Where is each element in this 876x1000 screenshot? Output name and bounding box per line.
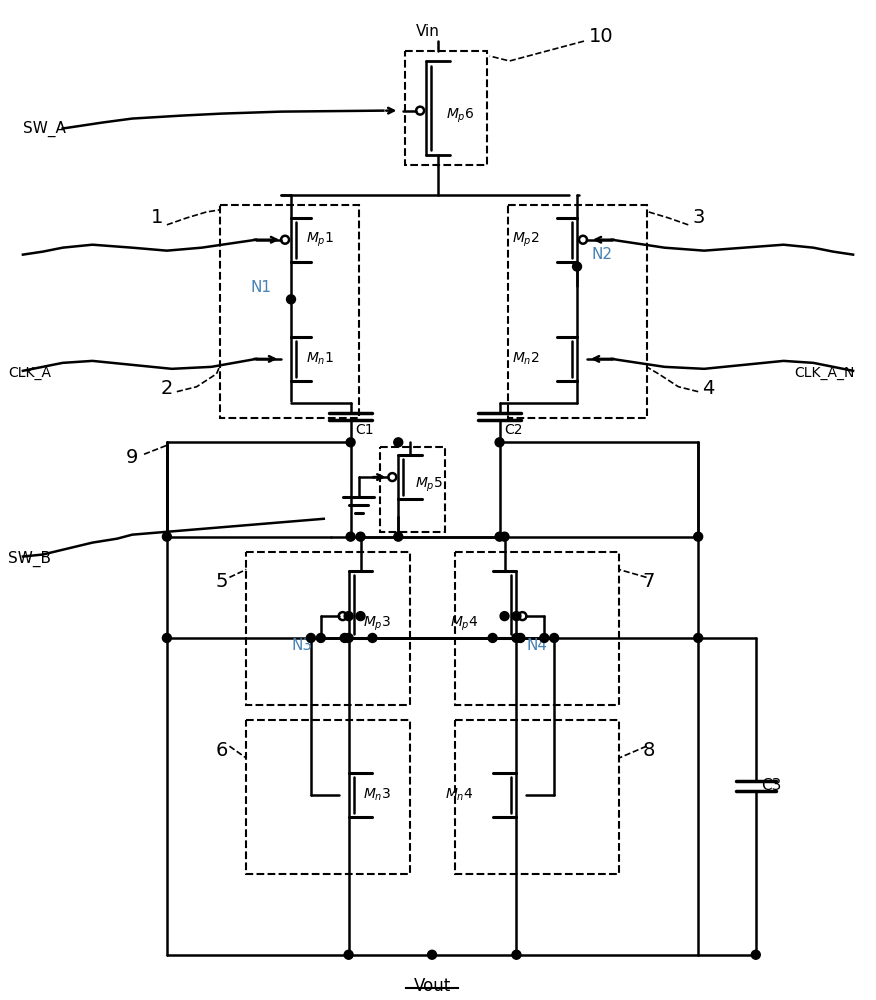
Circle shape [512, 950, 521, 959]
Bar [246, 552, 410, 705]
Text: 2: 2 [160, 379, 173, 398]
Circle shape [346, 438, 355, 447]
Text: N3: N3 [291, 638, 312, 653]
Text: $M_p3$: $M_p3$ [363, 615, 391, 633]
Circle shape [316, 633, 325, 642]
Bar [246, 720, 410, 874]
Circle shape [512, 612, 521, 621]
Text: N2: N2 [592, 247, 613, 262]
Circle shape [540, 633, 548, 642]
Bar [380, 447, 445, 532]
Circle shape [516, 633, 525, 642]
Circle shape [488, 633, 497, 642]
Circle shape [573, 262, 582, 271]
Text: 3: 3 [692, 208, 704, 227]
Text: 8: 8 [642, 741, 654, 760]
Text: SW_A: SW_A [23, 120, 66, 137]
Circle shape [346, 532, 355, 541]
Circle shape [694, 633, 703, 642]
Text: $M_p1$: $M_p1$ [306, 231, 334, 249]
Text: CLK_A: CLK_A [8, 366, 51, 380]
Bar [406, 51, 487, 165]
Text: N4: N4 [526, 638, 548, 653]
Text: N1: N1 [251, 280, 272, 295]
Circle shape [752, 950, 760, 959]
Circle shape [500, 532, 509, 541]
Circle shape [356, 612, 365, 621]
Bar [220, 205, 358, 418]
Text: 10: 10 [589, 27, 613, 46]
Circle shape [368, 633, 377, 642]
Text: $M_n2$: $M_n2$ [512, 351, 540, 367]
Circle shape [500, 612, 509, 621]
Text: $M_p2$: $M_p2$ [512, 231, 540, 249]
Text: $M_p6$: $M_p6$ [446, 106, 475, 125]
Circle shape [550, 633, 559, 642]
Text: Vin: Vin [416, 24, 440, 39]
Circle shape [394, 532, 403, 541]
Circle shape [427, 950, 436, 959]
Circle shape [307, 633, 315, 642]
Circle shape [694, 532, 703, 541]
Text: $M_n3$: $M_n3$ [363, 787, 391, 803]
Circle shape [394, 438, 403, 447]
Circle shape [162, 633, 172, 642]
Text: 7: 7 [642, 572, 654, 591]
Circle shape [344, 612, 353, 621]
Text: $M_n4$: $M_n4$ [445, 787, 474, 803]
Circle shape [344, 950, 353, 959]
Text: C2: C2 [505, 423, 523, 437]
Bar [507, 205, 646, 418]
Text: $M_n1$: $M_n1$ [306, 351, 334, 367]
Text: 4: 4 [702, 379, 714, 398]
Text: 5: 5 [215, 572, 228, 591]
Text: 9: 9 [126, 448, 138, 467]
Bar [455, 720, 618, 874]
Text: Vout: Vout [413, 977, 450, 995]
Bar [455, 552, 618, 705]
Text: CLK_A_N: CLK_A_N [795, 366, 855, 380]
Circle shape [512, 633, 521, 642]
Text: 1: 1 [151, 208, 163, 227]
Circle shape [162, 532, 172, 541]
Circle shape [340, 633, 350, 642]
Text: C1: C1 [356, 423, 374, 437]
Circle shape [344, 633, 353, 642]
Text: $M_p4$: $M_p4$ [450, 615, 478, 633]
Circle shape [356, 532, 365, 541]
Circle shape [495, 532, 504, 541]
Circle shape [286, 295, 295, 304]
Text: C3: C3 [760, 778, 781, 793]
Text: $M_p5$: $M_p5$ [415, 476, 443, 494]
Text: SW_B: SW_B [8, 550, 51, 567]
Circle shape [495, 438, 504, 447]
Text: 6: 6 [215, 741, 228, 760]
